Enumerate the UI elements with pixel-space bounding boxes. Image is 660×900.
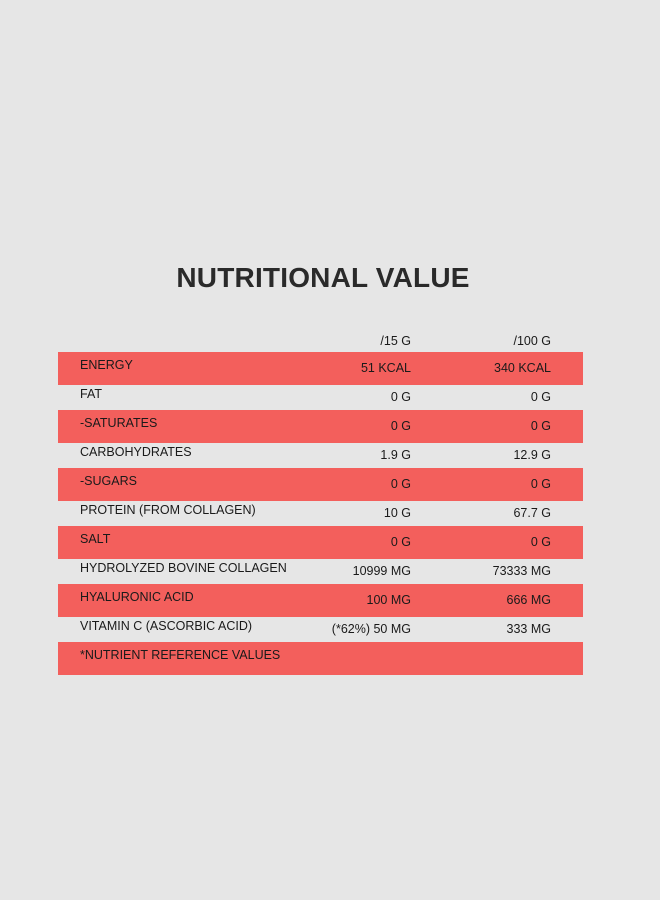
- nutrition-table: /15 G /100 G ENERGY 51 KCAL 340 KCAL FAT…: [58, 330, 583, 675]
- value-per-100g: 73333 MG: [492, 564, 551, 578]
- nutrient-name: HYALURONIC ACID: [80, 590, 194, 604]
- value-per-15g: 0 G: [390, 477, 411, 491]
- value-per-15g: 10999 MG: [352, 564, 411, 578]
- table-row: FAT 0 G 0 G: [58, 381, 583, 414]
- column-header-per-15g: /15 G: [380, 334, 411, 348]
- value-per-15g: 0 G: [390, 390, 411, 404]
- value-per-15g: (*62%) 50 MG: [331, 622, 411, 636]
- nutrient-name: -SUGARS: [80, 474, 137, 488]
- value-per-15g: 1.9 G: [380, 448, 411, 462]
- nutrient-name: HYDROLYZED BOVINE COLLAGEN: [80, 561, 287, 575]
- value-per-100g: 666 MG: [506, 593, 551, 607]
- value-per-100g: 0 G: [530, 477, 551, 491]
- nutrient-name: -SATURATES: [80, 416, 158, 430]
- footnote-row: *NUTRIENT REFERENCE VALUES: [58, 642, 583, 675]
- footnote-text: *NUTRIENT REFERENCE VALUES: [80, 648, 281, 662]
- value-per-100g: 333 MG: [506, 622, 551, 636]
- nutrient-name: PROTEIN (FROM COLLAGEN): [80, 503, 256, 517]
- value-per-100g: 12.9 G: [513, 448, 551, 462]
- value-per-15g: 0 G: [390, 535, 411, 549]
- table-row: PROTEIN (FROM COLLAGEN) 10 G 67.7 G: [58, 497, 583, 530]
- nutrient-name: ENERGY: [80, 358, 133, 372]
- value-per-15g: 51 KCAL: [360, 361, 411, 375]
- value-per-100g: 340 KCAL: [494, 361, 551, 375]
- table-header-row: /15 G /100 G: [58, 330, 583, 352]
- table-row: VITAMIN C (ASCORBIC ACID) (*62%) 50 MG 3…: [58, 613, 583, 646]
- table-row: HYALURONIC ACID 100 MG 666 MG: [58, 584, 583, 617]
- value-per-100g: 0 G: [530, 535, 551, 549]
- column-header-per-100g: /100 G: [513, 334, 551, 348]
- value-per-15g: 100 MG: [366, 593, 411, 607]
- value-per-15g: 10 G: [383, 506, 411, 520]
- table-row: ENERGY 51 KCAL 340 KCAL: [58, 352, 583, 385]
- value-per-100g: 0 G: [530, 390, 551, 404]
- table-row: CARBOHYDRATES 1.9 G 12.9 G: [58, 439, 583, 472]
- nutrient-name: SALT: [80, 532, 111, 546]
- page-title: NUTRITIONAL VALUE: [176, 262, 470, 293]
- table-row: -SATURATES 0 G 0 G: [58, 410, 583, 443]
- table-row: HYDROLYZED BOVINE COLLAGEN 10999 MG 7333…: [58, 555, 583, 588]
- nutrient-name: FAT: [80, 387, 102, 401]
- value-per-100g: 67.7 G: [513, 506, 551, 520]
- value-per-100g: 0 G: [530, 419, 551, 433]
- value-per-15g: 0 G: [390, 419, 411, 433]
- nutrient-name: CARBOHYDRATES: [80, 445, 192, 459]
- table-row: SALT 0 G 0 G: [58, 526, 583, 559]
- table-row: -SUGARS 0 G 0 G: [58, 468, 583, 501]
- nutrient-name: VITAMIN C (ASCORBIC ACID): [80, 619, 253, 633]
